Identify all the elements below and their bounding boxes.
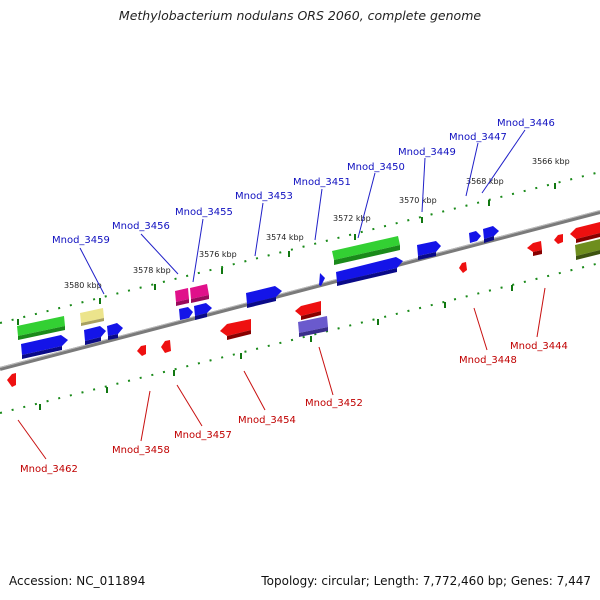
page-title: Methylobacterium nodulans ORS 2060, comp… [118,8,482,23]
purple-feature[interactable] [298,316,328,337]
olive-feature[interactable] [575,239,600,260]
blue-cds[interactable] [194,303,212,320]
red-cds[interactable] [137,345,146,356]
gene-label-mnod-3455[interactable]: Mnod_3455 [175,207,233,218]
forward-tick-track [0,171,600,324]
gene-label-mnod-3454[interactable]: Mnod_3454 [238,415,296,426]
tick-label: 3572 kbp [333,214,371,223]
tick-label: 3580 kbp [64,281,102,290]
blue-cds[interactable] [107,323,123,340]
gene-label-mnod-3453[interactable]: Mnod_3453 [235,191,293,202]
gene-label-mnod-3458[interactable]: Mnod_3458 [112,445,170,456]
gene-label-mnod-3462[interactable]: Mnod_3462 [20,464,78,475]
gene-label-mnod-3447[interactable]: Mnod_3447 [449,132,507,143]
forward-major-ticks [17,183,556,325]
blue-cds[interactable] [246,286,282,308]
red-cds[interactable] [554,234,563,244]
green-feature[interactable] [17,316,65,340]
gene-label-mnod-3457[interactable]: Mnod_3457 [174,430,232,441]
tick-label: 3570 kbp [399,196,437,205]
gene-label-mnod-3459[interactable]: Mnod_3459 [52,235,110,246]
tick-label: 3578 kbp [133,266,171,275]
topology-text: Topology: circular; Length: 7,772,460 bp… [261,574,591,588]
reverse-callout-lines [17,287,546,460]
red-cds[interactable] [527,241,542,256]
red-cds[interactable] [220,319,251,340]
reverse-major-ticks [39,285,513,410]
blue-cds[interactable] [84,326,106,345]
tick-label: 3568 kbp [466,177,504,186]
red-cds[interactable] [295,301,321,320]
red-cds[interactable] [570,222,600,243]
red-cds[interactable] [161,340,171,353]
tick-label: 3566 kbp [532,157,570,166]
green-feature[interactable] [332,236,400,265]
red-cds[interactable] [459,262,467,273]
tick-label: 3574 kbp [266,233,304,242]
blue-cds[interactable] [483,226,499,243]
gene-label-mnod-3449[interactable]: Mnod_3449 [398,147,456,158]
forward-callout-lines [79,129,526,295]
gene-label-mnod-3446[interactable]: Mnod_3446 [497,118,555,129]
blue-cds[interactable] [21,335,68,359]
blue-cds[interactable] [319,273,325,286]
pale-yellow-feature[interactable] [80,308,104,326]
red-cds[interactable] [7,373,16,387]
gene-label-mnod-3448[interactable]: Mnod_3448 [459,355,517,366]
tick-label: 3576 kbp [199,250,237,259]
gene-label-mnod-3452[interactable]: Mnod_3452 [305,398,363,409]
genome-backbone-highlight [0,210,600,368]
gene-label-mnod-3456[interactable]: Mnod_3456 [112,221,170,232]
blue-cds[interactable] [417,241,441,260]
blue-cds[interactable] [179,307,193,320]
blue-cds[interactable] [469,231,481,243]
pink-feature[interactable] [175,284,209,306]
gene-label-mnod-3451[interactable]: Mnod_3451 [293,177,351,188]
blue-cds[interactable] [336,257,403,286]
accession-text: Accession: NC_011894 [9,574,146,588]
gene-label-mnod-3444[interactable]: Mnod_3444 [510,341,568,352]
genome-backbone [0,210,600,371]
gene-label-mnod-3450[interactable]: Mnod_3450 [347,162,405,173]
